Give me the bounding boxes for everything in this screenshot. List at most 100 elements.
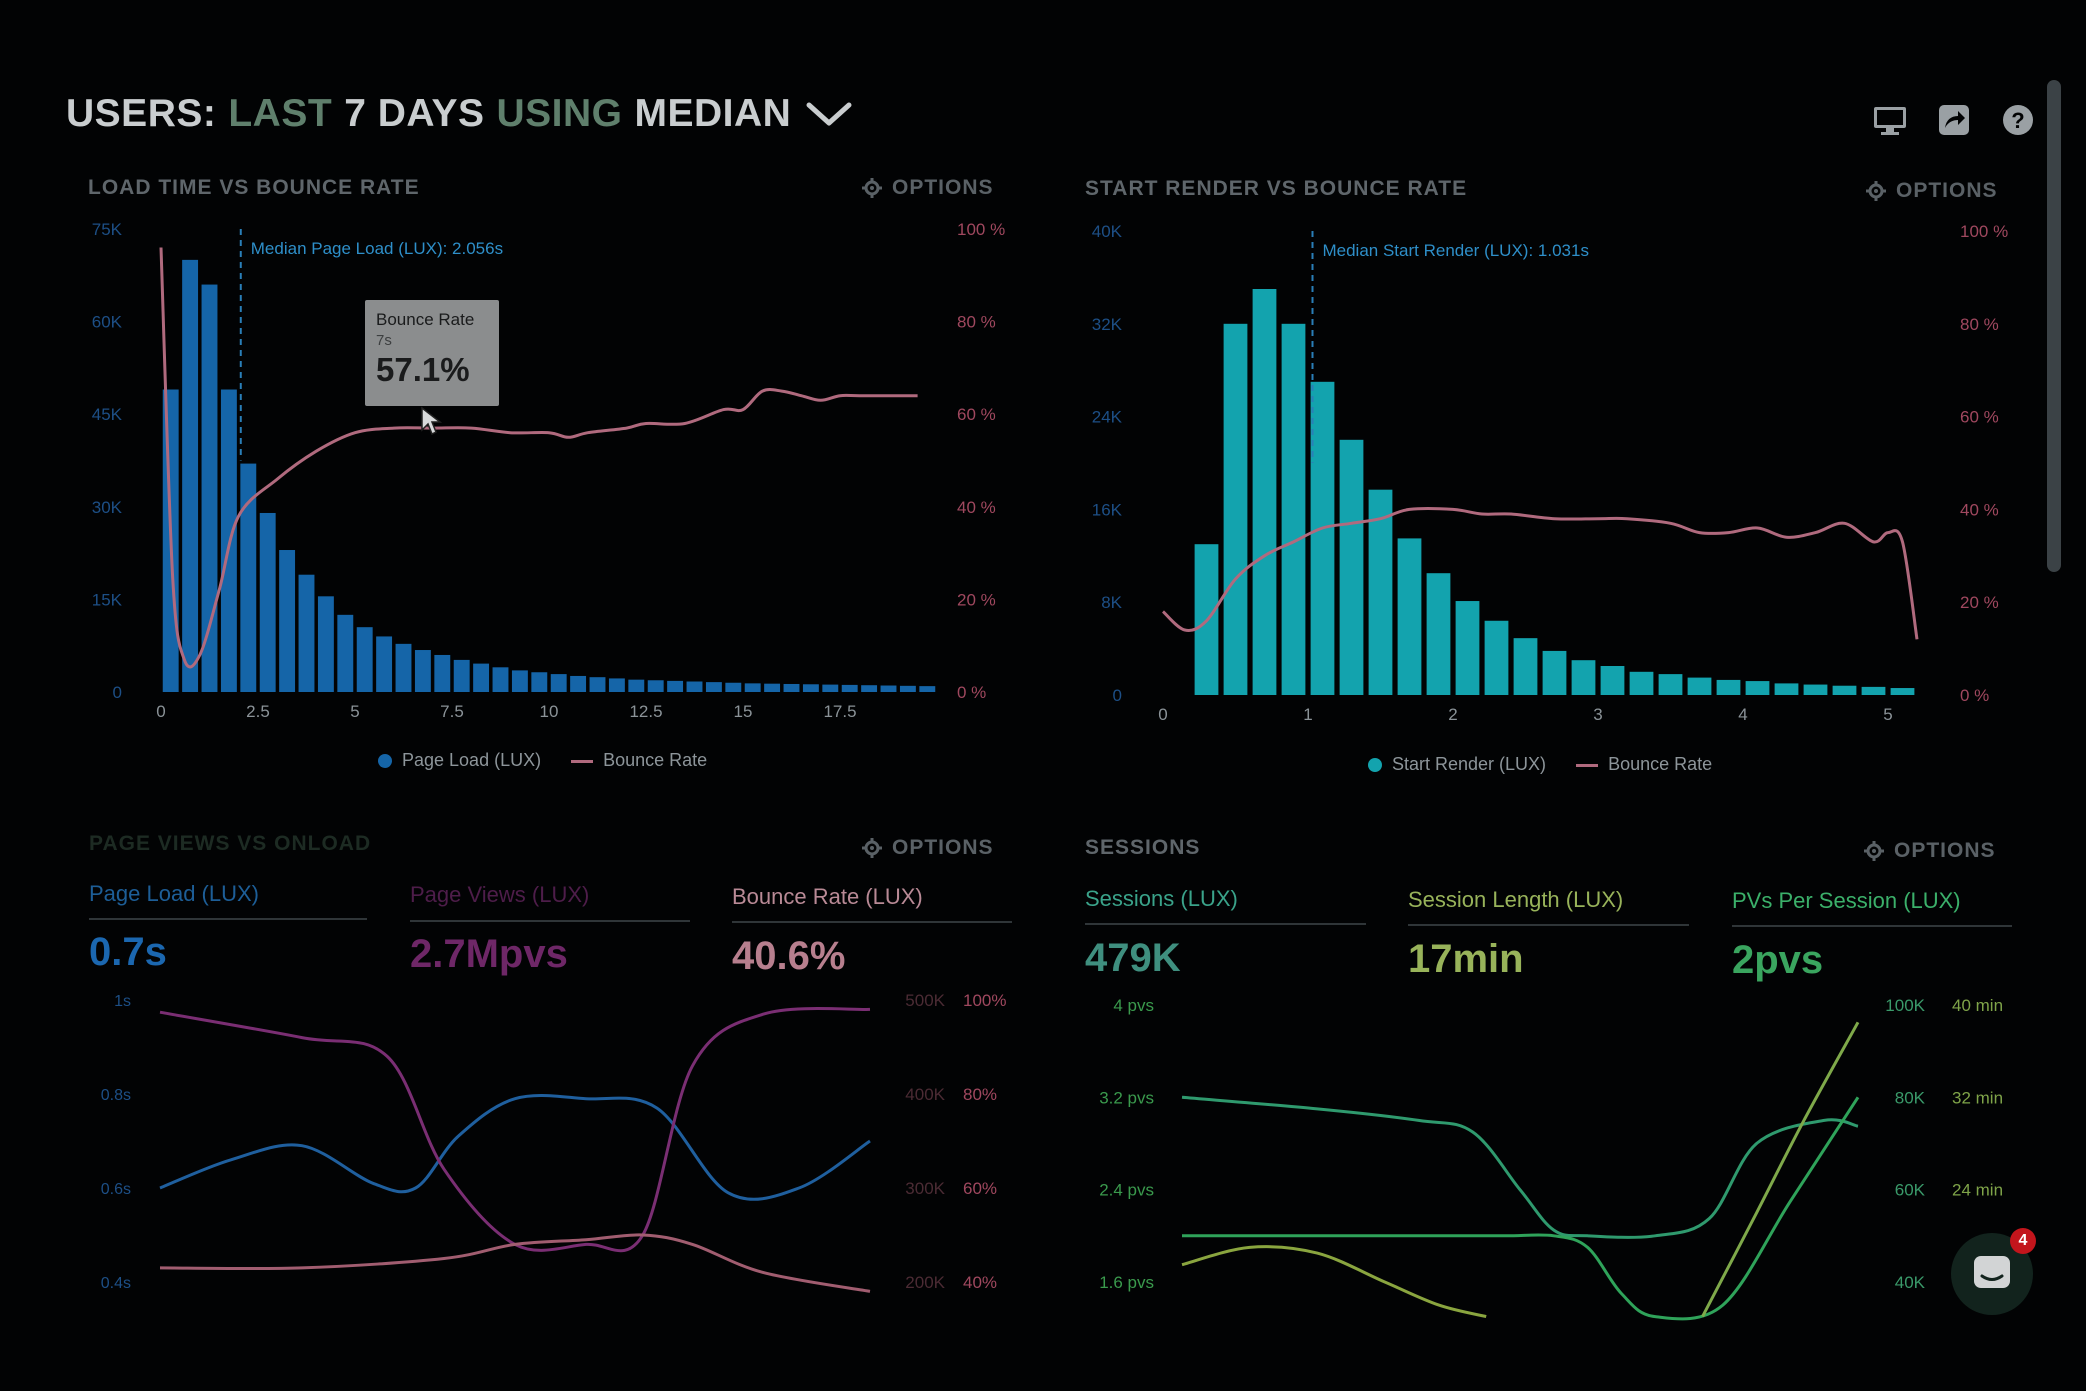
y-axis-tick-left: 8K	[1101, 593, 1122, 612]
histogram-bar	[1310, 381, 1335, 695]
x-axis-tick: 2.5	[246, 702, 270, 721]
options-label: OPTIONS	[892, 176, 994, 199]
gear-icon	[862, 178, 882, 198]
metric-label-pvs-per-session[interactable]: PVs Per Session (LUX)	[1732, 888, 1961, 913]
histogram-bar	[298, 574, 315, 692]
metric-label-page-views[interactable]: Page Views (LUX)	[410, 882, 590, 907]
histogram-bar	[1542, 650, 1567, 695]
help-icon[interactable]: ?	[2000, 102, 2036, 138]
options-label: OPTIONS	[1894, 839, 1996, 862]
metric-label-page-load[interactable]: Page Load (LUX)	[89, 881, 259, 906]
histogram-bar	[919, 686, 936, 692]
y-axis-tick-right: 100 %	[1960, 222, 2008, 241]
y-axis-tick-right: 20 %	[957, 590, 996, 609]
histogram-bar	[647, 680, 664, 692]
histogram-bar	[376, 636, 393, 692]
svg-text:?: ?	[2011, 108, 2024, 133]
histogram-bar	[259, 512, 276, 692]
histogram-bar	[705, 682, 722, 692]
histogram-bar	[1716, 679, 1741, 695]
bounce-rate-line	[1161, 507, 1919, 640]
y-axis-tick-left: 0.6s	[101, 1181, 131, 1198]
histogram-bar	[1571, 660, 1596, 695]
histogram-bar	[880, 685, 897, 692]
sessions-line	[1182, 1096, 1860, 1321]
legend-item-start-render[interactable]: Start Render (LUX)	[1368, 754, 1546, 775]
histogram-bar	[473, 663, 490, 692]
histogram-bar	[1513, 638, 1538, 695]
dashboard-title[interactable]: USERS: LAST 7 DAYS USING MEDIAN	[66, 92, 853, 136]
legend-swatch	[1576, 763, 1599, 767]
y-axis-tick-right: 40 min	[1952, 996, 2003, 1015]
x-axis-tick: 12.5	[629, 702, 662, 721]
tooltip-label: Bounce Rate	[376, 310, 475, 329]
legend-item-bounce-rate[interactable]: Bounce Rate	[1576, 754, 1712, 775]
scrollbar[interactable]	[2047, 80, 2061, 572]
histogram-bar	[628, 679, 645, 692]
histogram-bar	[861, 685, 878, 692]
x-axis-tick: 5	[1883, 705, 1892, 724]
histogram-bar	[802, 684, 819, 692]
y-axis-tick-mid: 400K	[905, 1085, 945, 1104]
x-axis-tick: 17.5	[823, 702, 856, 721]
y-axis-tick-right: 100 %	[957, 220, 1005, 239]
histogram-bar	[1803, 684, 1828, 695]
histogram-bar	[492, 667, 509, 692]
options-label: OPTIONS	[1896, 179, 1998, 202]
metric-label-session-length[interactable]: Session Length (LUX)	[1408, 887, 1624, 912]
legend-swatch	[378, 754, 392, 769]
histogram-bar	[531, 672, 548, 692]
histogram-bar	[1426, 573, 1451, 695]
histogram-bar	[1861, 686, 1886, 695]
options-button-start-render[interactable]: OPTIONS	[1866, 179, 1998, 203]
metric-value-sessions: 479K	[1085, 936, 1181, 980]
histogram-bar	[589, 677, 606, 692]
y-axis-tick-right: 60 %	[1960, 408, 1999, 427]
tooltip-value: 57.1%	[376, 351, 470, 388]
panel-title-load-time: LOAD TIME VS BOUNCE RATE	[88, 176, 420, 199]
histogram-bar	[822, 684, 839, 692]
y-axis-tick-right: 40 %	[1960, 500, 1999, 519]
options-button-page-views[interactable]: OPTIONS	[862, 836, 994, 860]
metric-divider	[732, 921, 1012, 923]
metric-value-page-views: 2.7Mpvs	[410, 932, 568, 976]
tooltip-bucket: 7s	[376, 332, 392, 349]
options-button-sessions[interactable]: OPTIONS	[1864, 839, 1996, 863]
metric-value-page-load: 0.7s	[89, 930, 167, 974]
histogram-bar	[1223, 323, 1248, 695]
bounce-rate-line	[159, 247, 918, 669]
share-icon[interactable]	[1936, 102, 1972, 138]
panel-title-sessions: SESSIONS	[1085, 836, 1201, 859]
y-axis-tick-right: 40%	[963, 1273, 997, 1292]
metric-label-bounce-rate[interactable]: Bounce Rate (LUX)	[732, 884, 923, 909]
x-axis-tick: 4	[1738, 705, 1747, 724]
y-axis-tick-right: 24 min	[1952, 1181, 2003, 1200]
header-toolbar: ?	[1872, 102, 2036, 138]
legend-start-render: Start Render (LUX) Bounce Rate	[1368, 754, 1712, 775]
metric-divider	[1732, 925, 2012, 927]
days-label: 7 DAYS	[344, 92, 485, 135]
histogram-bar	[414, 650, 431, 692]
x-axis-tick: 10	[540, 702, 559, 721]
legend-item-bounce-rate[interactable]: Bounce Rate	[571, 750, 707, 771]
y-axis-tick-left: 40K	[1092, 222, 1123, 241]
y-axis-tick-mid: 40K	[1895, 1273, 1926, 1292]
median-label: MEDIAN	[634, 92, 792, 135]
y-axis-tick-mid: 300K	[905, 1179, 945, 1198]
options-button-load-time[interactable]: OPTIONS	[862, 176, 994, 200]
panel-title-start-render: START RENDER VS BOUNCE RATE	[1085, 177, 1468, 200]
legend-item-page-load[interactable]: Page Load (LUX)	[378, 750, 541, 771]
monitor-icon[interactable]	[1872, 102, 1908, 138]
pvs-per-session-line	[1181, 1095, 1859, 1239]
sessions-series-group	[1181, 1021, 1860, 1321]
legend-swatch	[571, 759, 594, 763]
y-axis-tick-right: 32 min	[1952, 1088, 2003, 1107]
chevron-down-icon[interactable]	[805, 99, 853, 129]
histogram-bar	[1658, 674, 1683, 695]
y-axis-tick-left: 75K	[92, 220, 123, 239]
histogram-bar	[1745, 681, 1770, 695]
gear-icon	[862, 838, 882, 858]
histogram-bar	[182, 259, 199, 692]
metric-label-sessions[interactable]: Sessions (LUX)	[1085, 886, 1238, 911]
